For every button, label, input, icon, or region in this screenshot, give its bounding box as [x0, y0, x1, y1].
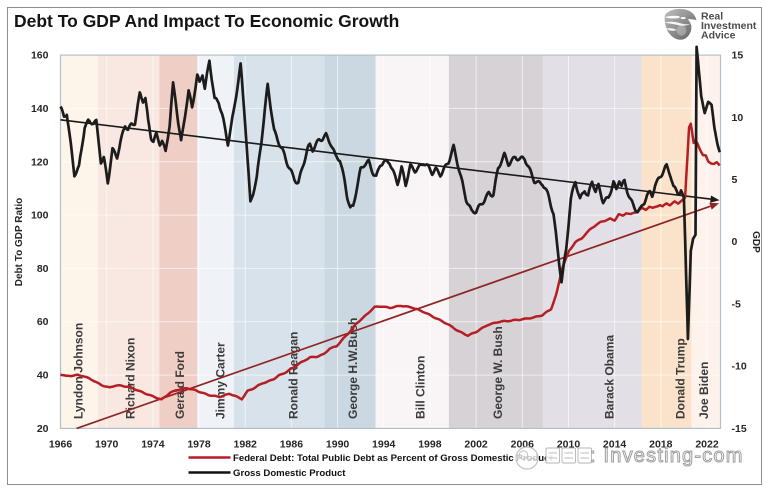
svg-text:-15: -15 [732, 423, 747, 435]
svg-text:George H.W.Bush: George H.W.Bush [346, 318, 360, 419]
svg-text:Barack Obama: Barack Obama [603, 335, 617, 419]
svg-text:Federal Debt: Total Public Deb: Federal Debt: Total Public Debt as Perce… [233, 453, 553, 464]
svg-text:60: 60 [37, 316, 49, 328]
svg-text:2014: 2014 [603, 439, 627, 451]
svg-text:40: 40 [37, 370, 49, 382]
svg-text:1990: 1990 [326, 439, 350, 451]
svg-text:2018: 2018 [649, 439, 673, 451]
svg-text:Investment: Investment [701, 20, 757, 32]
svg-text:20: 20 [37, 423, 49, 435]
svg-text:: Investing-com: : Investing-com [590, 445, 744, 467]
svg-text:-5: -5 [732, 299, 741, 311]
svg-text:10: 10 [732, 112, 744, 124]
svg-text:1966: 1966 [49, 439, 73, 451]
svg-text:Donald Trump: Donald Trump [673, 338, 687, 419]
svg-text:Joe Biden: Joe Biden [697, 362, 711, 419]
svg-text:Gerald Ford: Gerald Ford [173, 351, 187, 419]
svg-text:Lyndon Johnson: Lyndon Johnson [72, 323, 86, 419]
svg-text:Bill Clinton: Bill Clinton [414, 356, 428, 419]
svg-text:Advice: Advice [701, 30, 736, 42]
svg-text:Richard Nixon: Richard Nixon [124, 338, 138, 419]
svg-text:Debt To GDP Ratio: Debt To GDP Ratio [14, 198, 25, 287]
svg-text:Debt To GDP And Impact To Econ: Debt To GDP And Impact To Economic Growt… [14, 11, 399, 31]
svg-text:1998: 1998 [418, 439, 442, 451]
svg-text:Real: Real [701, 11, 723, 23]
svg-text:2002: 2002 [464, 439, 488, 451]
svg-text:Jimmy Carter: Jimmy Carter [214, 342, 228, 419]
svg-text:1986: 1986 [280, 439, 304, 451]
svg-text:100: 100 [31, 210, 49, 222]
svg-text:140: 140 [31, 103, 49, 115]
svg-text:1982: 1982 [234, 439, 258, 451]
svg-text:1994: 1994 [372, 439, 396, 451]
svg-text:1978: 1978 [187, 439, 211, 451]
svg-text:1974: 1974 [141, 439, 165, 451]
svg-text:Gross Domestic Product: Gross Domestic Product [233, 468, 346, 479]
svg-text:GDP: GDP [750, 231, 761, 253]
svg-text:120: 120 [31, 156, 49, 168]
svg-text:Ronald Reagan: Ronald Reagan [286, 332, 300, 419]
svg-text:0: 0 [732, 236, 738, 248]
svg-text:-10: -10 [732, 361, 747, 373]
svg-text:160: 160 [31, 50, 49, 62]
svg-text:George W. Bush: George W. Bush [491, 326, 505, 419]
svg-text:2022: 2022 [695, 439, 719, 451]
svg-text:5: 5 [732, 174, 738, 186]
svg-text:1970: 1970 [95, 439, 119, 451]
svg-text:15: 15 [732, 50, 744, 62]
svg-text:2010: 2010 [557, 439, 581, 451]
svg-text:80: 80 [37, 263, 49, 275]
